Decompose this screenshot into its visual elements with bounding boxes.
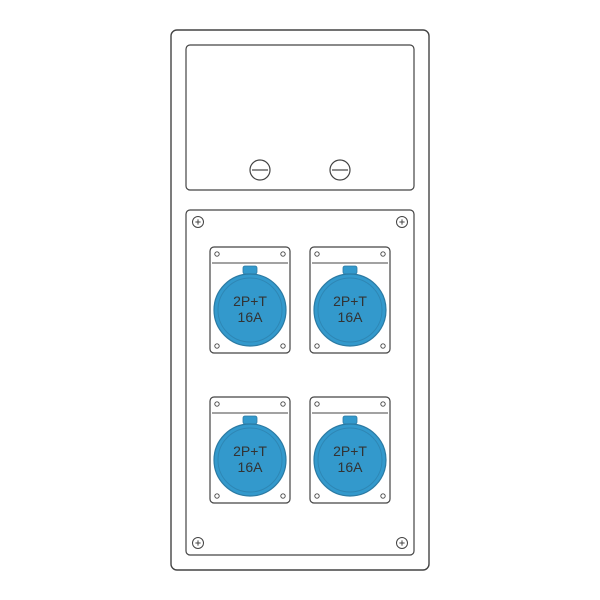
plate-screw-hole	[315, 494, 319, 498]
socket-hinge-tab	[243, 266, 257, 274]
plate-screw-hole	[315, 402, 319, 406]
socket-label-line2: 16A	[338, 309, 364, 325]
distribution-panel-diagram: 2P+T16A2P+T16A2P+T16A2P+T16A	[0, 0, 600, 600]
socket-hinge-tab	[343, 266, 357, 274]
socket-label-line2: 16A	[238, 459, 264, 475]
plate-screw-hole	[281, 494, 285, 498]
top-compartment	[186, 45, 414, 190]
plate-screw-hole	[381, 402, 385, 406]
socket-label-line2: 16A	[338, 459, 364, 475]
socket-3: 2P+T16A	[210, 397, 290, 503]
socket-2: 2P+T16A	[310, 247, 390, 353]
plate-screw-hole	[381, 344, 385, 348]
plate-screw-hole	[315, 344, 319, 348]
plate-screw-hole	[315, 252, 319, 256]
plate-screw-hole	[215, 252, 219, 256]
plate-screw-hole	[215, 344, 219, 348]
socket-label-line2: 16A	[238, 309, 264, 325]
socket-label-line1: 2P+T	[333, 443, 367, 459]
plate-screw-hole	[281, 402, 285, 406]
plate-screw-hole	[215, 402, 219, 406]
plate-screw-hole	[281, 252, 285, 256]
plate-screw-hole	[381, 494, 385, 498]
socket-4: 2P+T16A	[310, 397, 390, 503]
socket-hinge-tab	[243, 416, 257, 424]
socket-1: 2P+T16A	[210, 247, 290, 353]
socket-label-line1: 2P+T	[233, 293, 267, 309]
plate-screw-hole	[281, 344, 285, 348]
socket-label-line1: 2P+T	[333, 293, 367, 309]
socket-label-line1: 2P+T	[233, 443, 267, 459]
plate-screw-hole	[215, 494, 219, 498]
socket-hinge-tab	[343, 416, 357, 424]
plate-screw-hole	[381, 252, 385, 256]
